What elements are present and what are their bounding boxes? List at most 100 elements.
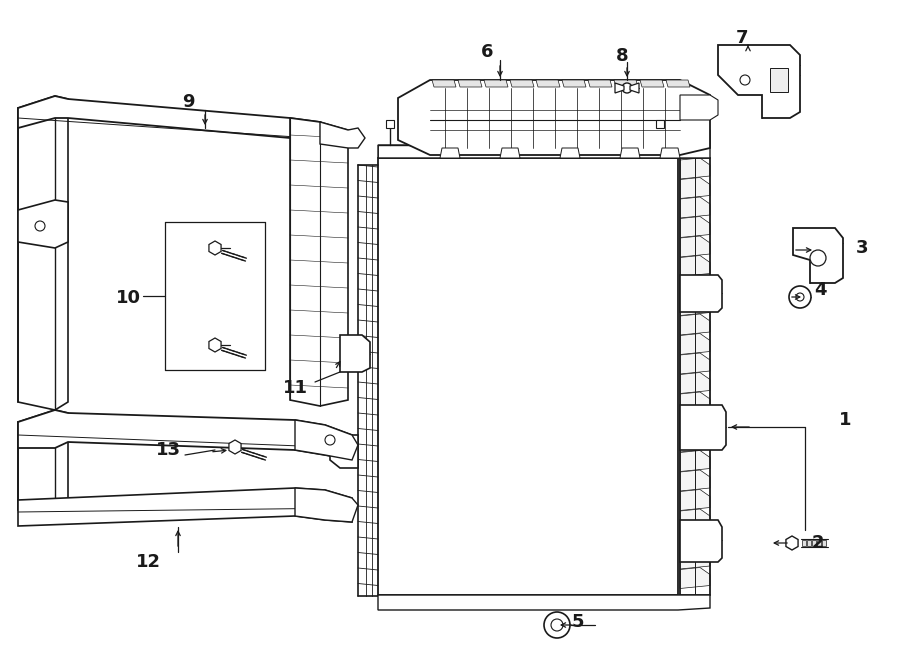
Polygon shape [680, 373, 710, 393]
Text: 9: 9 [182, 93, 194, 111]
Polygon shape [18, 488, 352, 526]
Polygon shape [680, 334, 710, 354]
Polygon shape [18, 410, 68, 518]
Polygon shape [588, 80, 612, 87]
Polygon shape [680, 275, 722, 312]
Polygon shape [680, 509, 710, 530]
Polygon shape [18, 436, 58, 454]
Polygon shape [680, 392, 710, 413]
Text: 6: 6 [481, 43, 493, 61]
Circle shape [789, 286, 811, 308]
Polygon shape [666, 80, 690, 87]
Polygon shape [680, 528, 710, 549]
Circle shape [544, 612, 570, 638]
Text: 7: 7 [736, 29, 748, 47]
Polygon shape [680, 405, 726, 450]
Polygon shape [680, 489, 710, 510]
Polygon shape [209, 241, 221, 255]
Polygon shape [660, 148, 680, 158]
Polygon shape [18, 420, 58, 438]
Polygon shape [536, 80, 560, 87]
Polygon shape [680, 295, 710, 316]
Polygon shape [630, 83, 639, 93]
Polygon shape [680, 548, 710, 569]
Polygon shape [18, 252, 58, 282]
Circle shape [551, 619, 563, 631]
Polygon shape [18, 468, 58, 486]
Text: 10: 10 [115, 289, 140, 307]
Polygon shape [680, 275, 710, 296]
Circle shape [810, 250, 826, 266]
Polygon shape [378, 158, 678, 595]
Polygon shape [615, 83, 624, 93]
Polygon shape [295, 488, 358, 522]
Polygon shape [500, 148, 520, 158]
Polygon shape [229, 440, 241, 454]
Polygon shape [440, 148, 460, 158]
Polygon shape [18, 96, 340, 148]
Polygon shape [484, 80, 508, 87]
Polygon shape [295, 420, 358, 460]
Polygon shape [812, 540, 816, 546]
Polygon shape [718, 45, 800, 118]
Polygon shape [680, 236, 710, 257]
Polygon shape [18, 452, 58, 470]
Polygon shape [209, 338, 221, 352]
Polygon shape [378, 130, 710, 158]
Polygon shape [458, 80, 482, 87]
Polygon shape [320, 122, 365, 148]
Polygon shape [18, 282, 58, 312]
Polygon shape [620, 148, 640, 158]
Circle shape [796, 293, 804, 301]
Polygon shape [786, 536, 798, 550]
Polygon shape [807, 540, 811, 546]
Polygon shape [770, 68, 788, 92]
Polygon shape [18, 96, 68, 410]
Text: 13: 13 [156, 441, 181, 459]
Text: 2: 2 [812, 534, 824, 552]
Polygon shape [680, 451, 710, 471]
Circle shape [740, 75, 750, 85]
Polygon shape [290, 118, 348, 406]
Text: 5: 5 [572, 613, 584, 631]
Text: 12: 12 [136, 553, 160, 571]
Polygon shape [822, 540, 826, 546]
Polygon shape [680, 567, 710, 589]
Text: 1: 1 [839, 411, 851, 429]
Polygon shape [793, 228, 843, 283]
Polygon shape [386, 120, 394, 128]
Polygon shape [680, 470, 710, 491]
Polygon shape [680, 256, 710, 277]
Polygon shape [560, 148, 580, 158]
Polygon shape [680, 158, 710, 179]
Polygon shape [18, 200, 68, 248]
Polygon shape [656, 120, 664, 128]
Polygon shape [340, 335, 370, 372]
Polygon shape [18, 222, 58, 252]
Polygon shape [18, 312, 58, 342]
Circle shape [35, 221, 45, 231]
Polygon shape [680, 197, 710, 218]
Circle shape [325, 435, 335, 445]
Text: 8: 8 [616, 47, 628, 65]
Polygon shape [18, 192, 58, 222]
Polygon shape [614, 80, 638, 87]
Polygon shape [330, 435, 358, 468]
Polygon shape [510, 80, 534, 87]
Polygon shape [680, 216, 710, 238]
Polygon shape [18, 410, 352, 460]
Polygon shape [18, 162, 58, 192]
Polygon shape [680, 520, 722, 562]
Circle shape [622, 83, 632, 93]
Polygon shape [398, 80, 710, 155]
Text: 11: 11 [283, 379, 308, 397]
Polygon shape [18, 102, 58, 132]
Polygon shape [680, 95, 718, 120]
Polygon shape [680, 177, 710, 199]
Polygon shape [802, 540, 806, 546]
Polygon shape [680, 431, 710, 452]
Polygon shape [18, 484, 58, 502]
Polygon shape [378, 595, 710, 610]
Polygon shape [432, 80, 456, 87]
Text: 4: 4 [814, 281, 826, 299]
